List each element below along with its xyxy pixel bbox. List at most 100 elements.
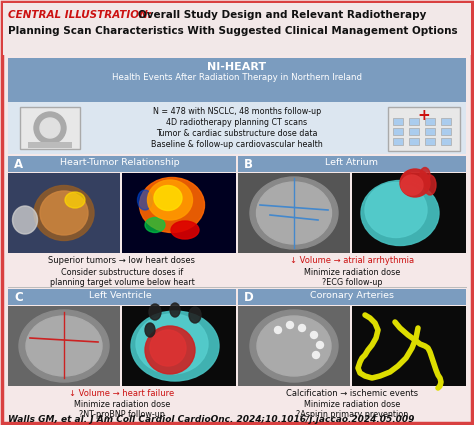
Bar <box>8 58 466 102</box>
Text: ↓ Volume → heart failure: ↓ Volume → heart failure <box>69 389 174 398</box>
Text: CENTRAL ILLUSTRATION:: CENTRAL ILLUSTRATION: <box>8 10 152 20</box>
Text: A: A <box>14 158 23 171</box>
Bar <box>28 142 72 148</box>
Ellipse shape <box>137 190 153 210</box>
Bar <box>352 306 466 386</box>
Text: Overall Study Design and Relevant Radiotherapy: Overall Study Design and Relevant Radiot… <box>138 10 427 20</box>
Text: C: C <box>14 291 23 304</box>
Circle shape <box>299 325 306 332</box>
Bar <box>122 306 236 386</box>
Ellipse shape <box>150 330 186 366</box>
Ellipse shape <box>361 181 439 246</box>
Text: 4D radiotherapy planning CT scans: 4D radiotherapy planning CT scans <box>166 118 308 127</box>
Bar <box>425 118 435 125</box>
Ellipse shape <box>145 323 155 337</box>
Circle shape <box>310 332 318 338</box>
Bar <box>20 107 80 149</box>
Text: NI-HEART: NI-HEART <box>208 62 266 72</box>
Ellipse shape <box>136 314 208 374</box>
Text: ↓ Volume → atrial arrhythmia: ↓ Volume → atrial arrhythmia <box>290 256 414 265</box>
Bar <box>388 107 460 151</box>
Bar <box>409 118 419 125</box>
Ellipse shape <box>404 172 412 184</box>
Bar <box>409 138 419 145</box>
Ellipse shape <box>154 185 182 210</box>
Bar <box>238 306 350 386</box>
Bar <box>8 102 466 154</box>
Bar <box>441 138 451 145</box>
Circle shape <box>40 118 60 138</box>
Ellipse shape <box>189 307 201 323</box>
Bar <box>8 173 120 253</box>
Bar <box>425 128 435 135</box>
Circle shape <box>312 351 319 359</box>
Text: Coronary Arteries: Coronary Arteries <box>310 291 394 300</box>
Ellipse shape <box>420 167 430 182</box>
Ellipse shape <box>257 316 331 376</box>
Text: Baseline & follow-up cardiovascular health: Baseline & follow-up cardiovascular heal… <box>151 140 323 149</box>
Text: Superior tumors → low heart doses: Superior tumors → low heart doses <box>48 256 195 265</box>
Text: Left Atrium: Left Atrium <box>326 158 379 167</box>
Bar <box>352 173 466 253</box>
Ellipse shape <box>139 178 204 232</box>
Ellipse shape <box>400 169 430 197</box>
Text: +: + <box>418 108 430 123</box>
Circle shape <box>274 326 282 334</box>
Bar <box>8 156 236 172</box>
Text: D: D <box>244 291 254 304</box>
Ellipse shape <box>401 175 423 195</box>
Ellipse shape <box>40 191 88 235</box>
Ellipse shape <box>26 316 102 376</box>
Text: Tumor & cardiac substructure dose data: Tumor & cardiac substructure dose data <box>156 129 318 138</box>
Text: Minimize radiation dose
?ECG follow-up: Minimize radiation dose ?ECG follow-up <box>304 268 400 287</box>
Bar <box>122 173 236 253</box>
Bar <box>393 128 403 135</box>
Bar <box>238 156 466 172</box>
Bar <box>8 289 236 305</box>
Text: Calcification → ischemic events: Calcification → ischemic events <box>286 389 418 398</box>
Text: Left Ventricle: Left Ventricle <box>89 291 151 300</box>
Bar <box>122 173 236 253</box>
Ellipse shape <box>147 180 192 220</box>
Ellipse shape <box>171 221 199 239</box>
Text: N = 478 with NSCLC, 48 months follow-up: N = 478 with NSCLC, 48 months follow-up <box>153 107 321 116</box>
Text: Consider substructure doses if
planning target volume below heart: Consider substructure doses if planning … <box>50 268 194 287</box>
Ellipse shape <box>12 206 37 234</box>
Ellipse shape <box>34 185 94 241</box>
Bar <box>441 118 451 125</box>
Ellipse shape <box>256 182 331 244</box>
Bar <box>238 173 350 253</box>
Ellipse shape <box>149 304 161 320</box>
Bar <box>393 118 403 125</box>
Bar <box>441 128 451 135</box>
Text: Health Events After Radiation Therapy in Northern Ireland: Health Events After Radiation Therapy in… <box>112 73 362 82</box>
Text: Minimize radiation dose
?Aspirin primary prevention: Minimize radiation dose ?Aspirin primary… <box>296 400 408 419</box>
Text: Heart-Tumor Relationship: Heart-Tumor Relationship <box>60 158 180 167</box>
Ellipse shape <box>145 326 195 374</box>
Ellipse shape <box>65 192 85 208</box>
Circle shape <box>34 112 66 144</box>
Text: Minimize radiation dose
?NT-proBNP follow-up: Minimize radiation dose ?NT-proBNP follo… <box>74 400 170 419</box>
Circle shape <box>317 342 323 348</box>
Bar <box>352 173 466 253</box>
Circle shape <box>286 321 293 329</box>
Ellipse shape <box>250 177 338 249</box>
Ellipse shape <box>145 218 165 232</box>
Ellipse shape <box>19 310 109 382</box>
Ellipse shape <box>170 303 180 317</box>
Bar <box>8 306 120 386</box>
Text: B: B <box>244 158 253 171</box>
Bar <box>393 138 403 145</box>
Bar <box>409 128 419 135</box>
Ellipse shape <box>424 175 436 195</box>
Bar <box>352 306 466 386</box>
Ellipse shape <box>365 182 427 238</box>
Bar <box>238 289 466 305</box>
Text: Walls GM, et al. J Am Coll Cardiol CardioOnc. 2024;10.1016/j.jaccao.2024.05.009: Walls GM, et al. J Am Coll Cardiol Cardi… <box>8 415 414 424</box>
Bar <box>8 306 120 386</box>
Ellipse shape <box>250 310 338 382</box>
Ellipse shape <box>131 311 219 381</box>
Text: Planning Scan Characteristics With Suggested Clinical Management Options: Planning Scan Characteristics With Sugge… <box>8 26 457 36</box>
Bar <box>238 173 350 253</box>
Bar <box>238 306 350 386</box>
